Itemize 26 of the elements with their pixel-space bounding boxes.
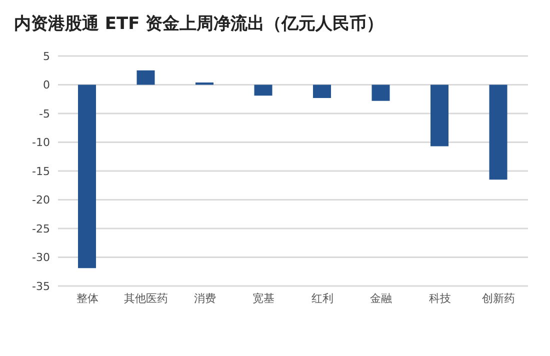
bar [136,70,155,85]
y-tick-label: 5 [43,50,50,63]
y-tick-label: 0 [43,78,50,92]
x-tick-label: 红利 [311,292,334,305]
chart-title: 内资港股通 ETF 资金上周净流出（亿元人民币） [13,13,385,36]
x-tick-label: 整体 [76,292,98,305]
x-tick-label: 创新药 [482,292,516,305]
x-tick-label: 宽基 [252,292,275,305]
x-tick-label: 金融 [370,292,392,305]
y-tick-label: -35 [32,280,50,293]
y-tick-label: -10 [32,136,50,150]
bar [430,84,448,146]
y-tick-label: -15 [32,164,50,178]
bar [489,84,508,180]
bar [372,84,390,101]
y-tick-label: -25 [32,222,50,236]
y-tick-label: -30 [32,251,50,264]
bar [254,84,272,96]
bar [78,84,96,268]
bar [313,84,331,98]
y-tick-label: -5 [39,107,50,120]
bar [196,82,214,85]
x-tick-label: 其他医药 [124,292,168,305]
y-tick-label: -20 [32,194,50,207]
x-tick-label: 科技 [428,292,451,305]
x-tick-label: 消费 [194,292,216,305]
